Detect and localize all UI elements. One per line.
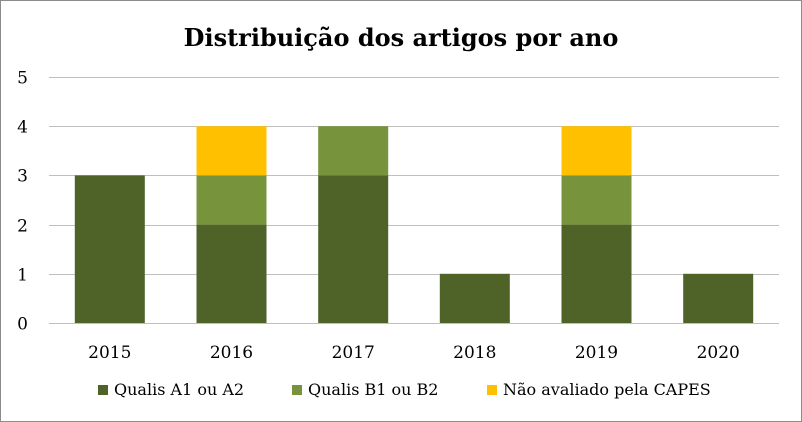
legend-swatch [98,385,108,395]
bar-segment [74,175,145,323]
y-tick-label: 2 [17,217,28,237]
legend-label: Não avaliado pela CAPES [503,380,711,399]
y-axis-ticks: 0 1 2 3 4 5 [17,69,28,335]
bar-segment [196,175,267,225]
y-tick-label: 3 [17,167,28,187]
legend-swatch [487,385,497,395]
chart-title: Distribuição dos artigos por ano [184,23,619,52]
bar-segment [196,224,267,323]
legend-swatch [292,385,302,395]
y-tick-label: 1 [17,266,28,286]
x-tick-label: 2018 [453,343,496,363]
bar-segment [318,175,389,323]
bars [74,126,754,323]
x-axis-ticks: 2015 2016 2017 2018 2019 2020 [88,343,740,363]
legend-label: Qualis B1 ou B2 [308,380,438,399]
x-tick-label: 2015 [88,343,131,363]
bar-segment [683,273,754,323]
x-tick-label: 2019 [575,343,618,363]
bar-segment [561,224,632,323]
bar-segment [561,175,632,225]
bar-segment [561,126,632,176]
x-tick-label: 2020 [697,343,740,363]
x-tick-label: 2016 [210,343,253,363]
bar-segment [196,126,267,176]
bar-segment [318,126,389,176]
gridlines [49,77,779,324]
y-tick-label: 0 [17,315,28,335]
legend: Qualis A1 ou A2 Qualis B1 ou B2 Não avalia… [98,380,711,399]
bar-segment [439,273,510,323]
y-tick-label: 4 [17,118,28,138]
y-tick-label: 5 [17,69,28,89]
legend-label: Qualis A1 ou A2 [114,380,244,399]
x-tick-label: 2017 [332,343,375,363]
